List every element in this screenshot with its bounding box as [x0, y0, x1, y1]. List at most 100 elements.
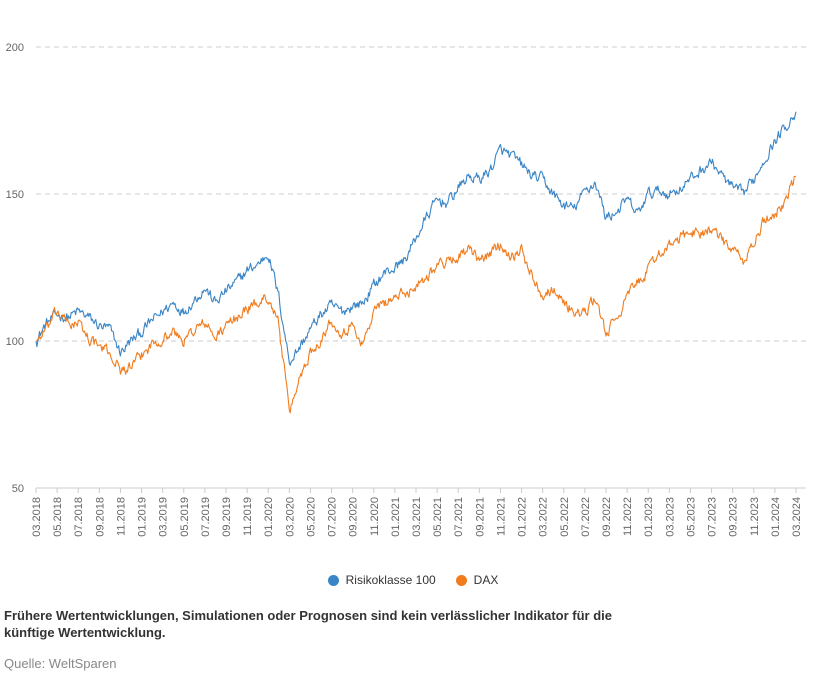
data-point [384, 273, 386, 275]
data-point [183, 340, 185, 342]
data-point [785, 199, 787, 201]
data-point [658, 190, 660, 192]
data-point [669, 193, 671, 195]
data-point [563, 302, 565, 304]
data-point [109, 328, 111, 330]
data-point [669, 246, 671, 248]
data-point [626, 296, 628, 298]
x-tick-label: 05.2021 [432, 497, 444, 537]
x-tick-label: 01.2019 [137, 497, 149, 537]
data-point [162, 337, 164, 339]
legend: Risikoklasse 100 DAX [0, 570, 826, 590]
x-tick-label: 11.2018 [115, 497, 127, 536]
x-tick-label: 09.2021 [474, 497, 486, 537]
data-point [679, 237, 681, 239]
data-point [320, 314, 322, 316]
x-tick-label: 07.2020 [327, 497, 339, 537]
data-point [457, 255, 459, 257]
data-point [267, 296, 269, 298]
x-tick-label: 05.2020 [305, 497, 317, 537]
data-point [595, 181, 597, 183]
data-point [711, 161, 713, 163]
data-point [637, 214, 639, 216]
data-point [774, 214, 776, 216]
x-tick-label: 05.2022 [559, 497, 571, 537]
y-tick-label: 50 [12, 483, 24, 495]
data-point [574, 311, 576, 313]
legend-item-risikoklasse-100[interactable]: Risikoklasse 100 [327, 573, 436, 587]
data-point [711, 229, 713, 231]
data-point [194, 299, 196, 301]
source-text: Quelle: WeltSparen [4, 656, 117, 671]
data-point [542, 179, 544, 181]
data-point [35, 340, 37, 342]
x-tick-label: 07.2021 [453, 497, 465, 537]
disclaimer-text: Frühere Wertentwicklungen, Simulationen … [4, 608, 613, 640]
data-point [289, 361, 291, 363]
data-point [531, 176, 533, 178]
data-point [605, 217, 607, 219]
data-point [130, 367, 132, 369]
data-point [605, 334, 607, 336]
data-point [584, 314, 586, 316]
data-point [616, 211, 618, 213]
data-point [394, 267, 396, 269]
x-tick-label: 01.2020 [263, 497, 275, 537]
x-tick-label: 05.2018 [52, 497, 64, 537]
data-point [468, 249, 470, 251]
data-point [521, 249, 523, 251]
data-point [753, 179, 755, 181]
x-tick-label: 09.2019 [221, 497, 233, 537]
data-point [542, 293, 544, 295]
legend-dot-icon [455, 574, 467, 586]
legend-label: DAX [473, 573, 499, 587]
data-point [267, 252, 269, 254]
data-point [574, 208, 576, 210]
data-point [415, 237, 417, 239]
data-point [236, 281, 238, 283]
data-point [225, 326, 227, 328]
data-point [246, 308, 248, 310]
data-point [162, 311, 164, 313]
data-point [479, 179, 481, 181]
data-point [732, 187, 734, 189]
x-tick-label: 01.2024 [770, 497, 782, 537]
data-point [341, 311, 343, 313]
data-point [257, 264, 259, 266]
x-tick-label: 09.2020 [348, 497, 360, 537]
x-tick-label: 07.2019 [200, 497, 212, 537]
data-point [215, 337, 217, 339]
data-point [764, 158, 766, 160]
data-point [479, 261, 481, 263]
data-point [130, 340, 132, 342]
data-point [67, 323, 69, 325]
x-tick-label: 03.2024 [791, 497, 803, 537]
data-point [99, 326, 101, 328]
data-point [99, 346, 101, 348]
data-point [405, 293, 407, 295]
data-point [109, 352, 111, 354]
data-point [310, 352, 312, 354]
data-point [225, 290, 227, 292]
x-tick-label: 01.2022 [517, 497, 529, 537]
data-point [721, 176, 723, 178]
data-point [88, 317, 90, 319]
data-point [415, 284, 417, 286]
data-point [77, 311, 79, 313]
y-axis: 50 100 150 200 [6, 42, 24, 495]
data-point [785, 126, 787, 128]
data-point [320, 337, 322, 339]
data-point [721, 240, 723, 242]
data-point [362, 343, 364, 345]
data-point [563, 205, 565, 207]
legend-item-dax[interactable]: DAX [455, 573, 499, 587]
data-point [289, 414, 291, 416]
data-point [489, 170, 491, 172]
data-point [658, 252, 660, 254]
data-point [405, 258, 407, 260]
data-point [331, 320, 333, 322]
data-point [120, 370, 122, 372]
x-tick-label: 09.2022 [601, 497, 613, 537]
data-point [394, 296, 396, 298]
data-point [278, 296, 280, 298]
